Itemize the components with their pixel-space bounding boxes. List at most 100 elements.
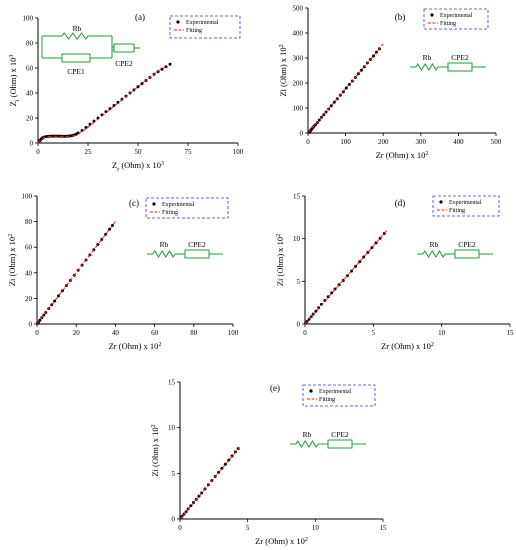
circuit-label-r: Rb xyxy=(423,53,432,62)
x-tick-label: 0 xyxy=(178,524,182,532)
panel-tag: (a) xyxy=(135,12,145,22)
y-tick-label: 40 xyxy=(25,269,33,277)
cpe-symbol xyxy=(447,62,473,72)
x-tick-label: 80 xyxy=(190,329,198,337)
x-tick-label: 300 xyxy=(416,138,427,146)
circuit-label-cpe: CPE2 xyxy=(331,430,349,439)
circuit-label-cpe: CPE2 xyxy=(458,240,476,249)
x-axis-label: Zr (Ohm) x 102 xyxy=(376,150,429,160)
y-tick-label: 0 xyxy=(297,321,301,329)
legend-label-experimental: Experimental xyxy=(449,200,482,206)
y-tick-label: 0 xyxy=(30,140,34,148)
panel-tag: (c) xyxy=(129,198,139,208)
fitting-line xyxy=(304,229,388,325)
x-tick-label: 10 xyxy=(438,329,446,337)
circuit-label-cpe1: CPE1 xyxy=(67,67,85,76)
chart-panel-e: 0 5 10 15 0 5 10 15 Zr (Ohm) x 102 Zi (Ohm) x 102… xyxy=(150,379,387,547)
panel-tag: (d) xyxy=(395,198,406,208)
y-tick-label: 500 xyxy=(293,5,304,13)
y-tick-label: 40 xyxy=(26,90,34,98)
legend-label-experimental: Experimental xyxy=(162,202,195,208)
y-tick-label: 0 xyxy=(172,516,176,524)
y-tick-label: 300 xyxy=(293,55,304,63)
equivalent-circuit: Rb CPE2 xyxy=(410,53,486,72)
cpe-symbol xyxy=(454,249,480,259)
y-tick-label: 5 xyxy=(172,470,176,478)
x-tick-label: 5 xyxy=(372,329,376,337)
y-tick-label: 20 xyxy=(25,295,33,303)
y-tick-label: 100 xyxy=(22,193,33,201)
y-axis-label: Zi (Ohm) x 103 xyxy=(8,55,21,107)
legend-marker-experimental xyxy=(439,200,443,204)
legend-label-experimental: Experimental xyxy=(319,389,352,395)
y-tick-label: 0 xyxy=(29,321,33,329)
y-tick-label: 200 xyxy=(293,80,304,88)
x-tick-label: 25 xyxy=(85,148,93,156)
y-tick-label: 80 xyxy=(26,40,34,48)
x-tick-label: 20 xyxy=(73,329,81,337)
x-tick-label: 15 xyxy=(380,524,388,532)
cpe-symbol xyxy=(327,439,353,449)
x-tick-label: 60 xyxy=(151,329,159,337)
x-axis-label: Zr (Ohm) x 103 xyxy=(112,160,164,173)
circuit-label-r: Rb xyxy=(160,240,169,249)
circuit-label-r: Rb xyxy=(73,24,82,33)
y-tick-label: 0 xyxy=(300,130,304,138)
y-axis-label: Zi (Ohm) x 102 xyxy=(150,424,160,476)
resistor-symbol xyxy=(422,250,446,258)
x-tick-label: 50 xyxy=(135,148,143,156)
chart-panel-a: 0 25 50 75 100 0 20 40 60 80 100 Zr (Ohm) x 103 Zi (… xyxy=(8,12,244,173)
data-point xyxy=(168,62,172,66)
y-tick-label: 15 xyxy=(293,193,301,201)
legend-label-fitting: Fitting xyxy=(319,397,335,403)
x-tick-label: 10 xyxy=(312,524,320,532)
chart-panel-c: 0 20 40 60 80 100 0 20 40 60 80 100 Zr (Ohm) x 102 Zi… xyxy=(7,193,239,352)
legend-label-experimental: Experimental xyxy=(186,20,219,26)
y-tick-label: 400 xyxy=(293,30,304,38)
x-tick-label: 0 xyxy=(303,329,307,337)
fitting-line xyxy=(36,221,116,325)
legend-marker-experimental xyxy=(176,20,180,24)
resistor-symbol xyxy=(295,440,319,448)
legend-box xyxy=(302,384,376,407)
y-tick-label: 10 xyxy=(168,424,176,432)
cpe-symbol xyxy=(61,53,91,63)
x-tick-label: 100 xyxy=(340,138,351,146)
x-tick-label: 100 xyxy=(233,148,244,156)
y-tick-label: 80 xyxy=(25,218,33,226)
x-tick-label: 0 xyxy=(35,329,39,337)
y-axis-label: Zi (Ohm) x 102 xyxy=(278,44,288,96)
fitting-line xyxy=(37,65,169,144)
equivalent-circuit: Rb CPE1 CPE2 xyxy=(41,24,140,76)
y-axis-label: Zi (Ohm) x 102 xyxy=(7,234,17,286)
x-tick-label: 0 xyxy=(306,138,310,146)
equivalent-circuit: Rb CPE2 xyxy=(147,240,223,259)
y-tick-label: 60 xyxy=(25,244,33,252)
legend-label-experimental: Experimental xyxy=(440,13,473,19)
legend-marker-experimental xyxy=(430,13,434,17)
x-tick-label: 40 xyxy=(112,329,120,337)
x-tick-label: 100 xyxy=(228,329,239,337)
legend-marker-experimental xyxy=(152,202,156,206)
x-tick-label: 15 xyxy=(507,329,515,337)
cpe-symbol xyxy=(113,43,135,53)
legend-label-fitting: Fitting xyxy=(440,21,456,27)
fitting-line xyxy=(179,446,240,520)
legend-label-fitting: Fitting xyxy=(449,208,465,214)
circuit-label-cpe2: CPE2 xyxy=(115,59,133,68)
resistor-symbol xyxy=(61,32,89,40)
legend-box xyxy=(169,15,241,39)
resistor-symbol xyxy=(415,63,439,71)
legend-box xyxy=(432,195,500,217)
chart-panel-b: 0 100 200 300 400 500 0 100 200 300 400 500 Zr (Ohm)… xyxy=(278,5,502,161)
x-tick-label: 5 xyxy=(246,524,250,532)
x-tick-label: 400 xyxy=(453,138,464,146)
x-tick-label: 0 xyxy=(36,148,40,156)
data-point xyxy=(88,122,92,126)
legend-label-fitting: Fitting xyxy=(162,210,178,216)
circuit-label-r: Rb xyxy=(430,240,439,249)
legend-marker-experimental xyxy=(309,389,313,393)
data-point xyxy=(108,107,112,111)
y-tick-label: 100 xyxy=(23,15,34,23)
